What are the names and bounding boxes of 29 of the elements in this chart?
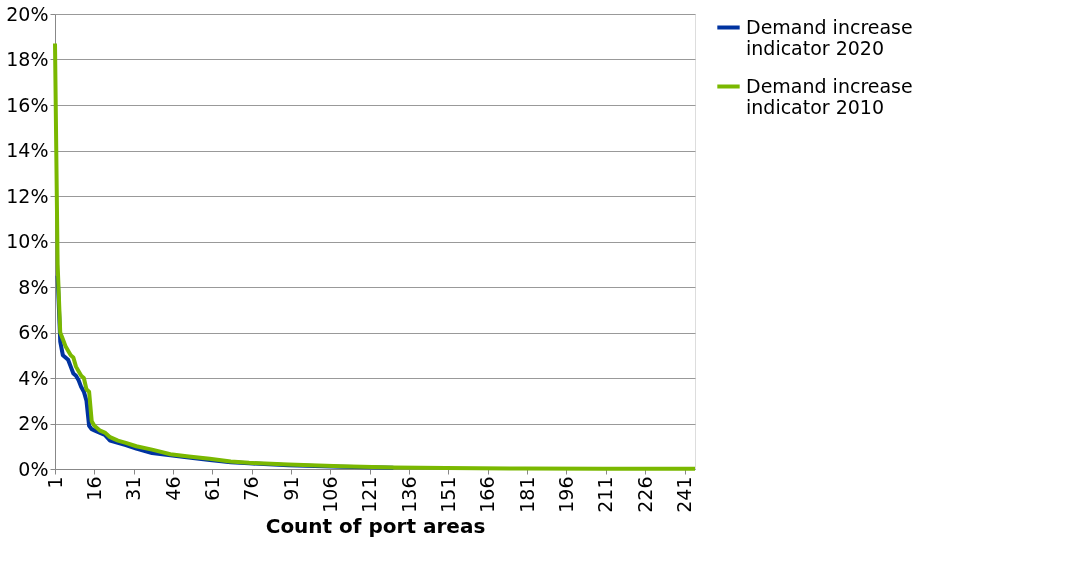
- x-tick-label: 31: [122, 476, 145, 501]
- x-tick-label: 46: [161, 476, 184, 501]
- x-tick-label: 151: [436, 476, 459, 513]
- x-tick-label: 121: [358, 476, 381, 513]
- x-tick-label: 106: [318, 476, 341, 513]
- x-tick-label: 166: [476, 476, 499, 513]
- y-tick-label: 20%: [6, 2, 49, 25]
- x-tick-label: 136: [397, 476, 420, 513]
- x-tick-label: 181: [515, 476, 538, 513]
- x-tick-label: 241: [673, 476, 696, 513]
- x-tick-label: 211: [594, 476, 617, 513]
- x-axis-title: Count of port areas: [265, 513, 486, 538]
- y-tick-label: 2%: [18, 412, 49, 434]
- y-tick-label: 6%: [18, 321, 49, 343]
- x-tick-label: 226: [633, 476, 656, 513]
- legend-label: Demand increase indicator 2020: [746, 15, 913, 59]
- y-tick-label: 16%: [6, 93, 49, 116]
- y-tick-label: 10%: [6, 230, 49, 252]
- x-tick-label: 91: [279, 476, 302, 501]
- y-tick-label: 14%: [6, 139, 49, 161]
- legend-label: Demand increase indicator 2010: [746, 74, 913, 118]
- y-tick-label: 4%: [18, 366, 49, 389]
- y-tick-label: 18%: [6, 48, 49, 70]
- x-tick-label: 76: [240, 476, 263, 501]
- x-tick-label: 61: [200, 476, 223, 501]
- x-tick-label: 196: [554, 476, 577, 513]
- x-tick-label: 16: [82, 476, 105, 501]
- y-tick-label: 12%: [6, 184, 49, 207]
- y-tick-label: 8%: [18, 275, 49, 298]
